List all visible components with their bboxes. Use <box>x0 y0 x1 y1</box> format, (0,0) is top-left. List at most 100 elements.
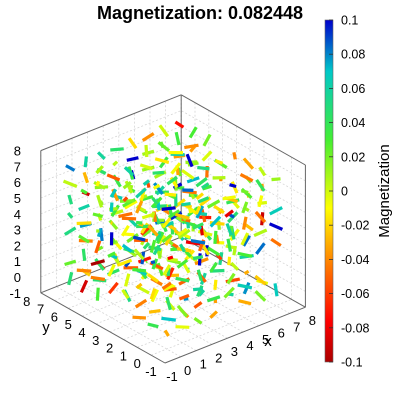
spin-arrow <box>81 248 87 261</box>
spin-arrow <box>197 253 202 266</box>
spin-arrow <box>213 230 218 245</box>
floor-grid-line <box>165 242 290 314</box>
spin-arrow <box>170 152 185 157</box>
spin-arrow <box>144 144 149 158</box>
spin-arrow <box>150 211 156 218</box>
colorbar-tick-label: 0.08 <box>341 48 365 62</box>
spin-arrow <box>258 166 267 177</box>
spin-arrow <box>175 325 190 329</box>
spin-arrow <box>178 243 186 253</box>
spin-arrow <box>237 283 253 290</box>
floor-grid-line <box>71 280 197 351</box>
spin-arrow <box>147 322 159 329</box>
spin-arrow <box>109 202 114 213</box>
spin-arrow <box>188 126 198 139</box>
spin-arrow <box>78 234 90 244</box>
spin-arrow <box>94 240 102 254</box>
spin-arrow <box>224 209 234 218</box>
spin-arrow <box>106 173 121 182</box>
back-wall-grid-line <box>40 157 182 215</box>
spin-arrow <box>78 203 90 211</box>
spin-arrow <box>108 219 119 231</box>
spin-arrow <box>209 215 222 228</box>
spin-arrow <box>83 156 88 168</box>
spin-arrow <box>126 156 139 162</box>
back-wall-grid-line <box>40 205 182 262</box>
spin-arrow <box>253 228 268 238</box>
spin-vectors <box>62 120 284 337</box>
spin-arrow <box>166 175 178 186</box>
spin-arrow <box>197 225 202 230</box>
spin-arrow <box>144 259 148 264</box>
floor-grid-line <box>87 273 212 345</box>
spin-arrow <box>254 290 267 302</box>
spin-arrow <box>96 194 104 208</box>
spin-arrow <box>201 150 213 162</box>
z-tick-label: 6 <box>14 175 21 190</box>
spin-arrow <box>269 206 283 216</box>
spin-arrow <box>209 261 218 273</box>
spin-arrow <box>197 165 210 171</box>
spin-arrow <box>255 178 266 192</box>
spin-arrow <box>195 205 205 219</box>
y-tick-label: 4 <box>78 325 85 340</box>
spin-arrow <box>90 259 106 267</box>
spin-arrow <box>153 182 164 195</box>
floor-grid-line <box>109 275 251 333</box>
floor-grid-line <box>103 267 228 339</box>
spin-arrow <box>96 151 106 160</box>
z-tick-label: 7 <box>14 159 21 174</box>
colorbar-tick-label: -0.06 <box>341 287 370 301</box>
colorbar-label: Magnetization <box>376 144 393 237</box>
spin-arrow <box>162 264 172 276</box>
spin-arrow <box>227 256 232 266</box>
spin-arrow <box>96 228 103 238</box>
spin-arrow <box>148 245 162 252</box>
x-tick-label: 6 <box>278 326 285 341</box>
spin-arrow <box>161 206 176 211</box>
spin-arrow <box>159 141 165 149</box>
spin-arrow <box>175 276 190 283</box>
spin-arrow <box>135 220 143 225</box>
x-tick-label: -1 <box>166 369 178 384</box>
spin-arrow <box>186 176 200 184</box>
spin-arrow <box>202 184 212 191</box>
spin-arrow <box>64 259 77 267</box>
spin-arrow <box>95 180 101 187</box>
spin-arrow <box>268 222 284 231</box>
z-tick-label: 0 <box>14 270 21 285</box>
spin-arrow <box>167 255 174 261</box>
colorbar-tick-label: 0.04 <box>341 116 365 130</box>
spin-arrow <box>121 243 133 253</box>
spin-arrow <box>174 212 190 220</box>
floor-grid-line <box>151 299 292 356</box>
side-wall-grid-line <box>181 110 306 182</box>
y-tick-label: 5 <box>65 317 72 332</box>
back-wall-grid-line <box>40 126 182 183</box>
spin-arrow <box>229 183 237 189</box>
spin-arrow <box>132 235 146 242</box>
spin-arrow <box>230 261 240 271</box>
floor-grid-line <box>137 291 278 348</box>
spin-arrow <box>176 304 189 318</box>
spin-arrow <box>139 163 153 171</box>
spin-arrow <box>67 271 74 286</box>
spin-arrow <box>254 210 267 224</box>
spin-arrow <box>95 287 100 301</box>
spin-arrow <box>166 267 175 281</box>
spin-arrow <box>123 166 135 177</box>
spin-arrow <box>155 231 165 245</box>
colorbar-tick-label: -0.02 <box>341 219 370 233</box>
z-tick-label: 5 <box>14 191 21 206</box>
floor-grid-line <box>95 267 237 325</box>
spin-arrow <box>134 298 148 309</box>
spin-arrow <box>94 257 105 271</box>
back-wall-grid-line <box>40 220 182 278</box>
spin-arrow <box>184 143 199 150</box>
spin-arrow <box>182 219 197 228</box>
spin-arrow <box>135 200 144 214</box>
spin-arrow <box>172 198 186 209</box>
spin-arrow <box>177 228 191 240</box>
spin-arrow <box>92 212 104 218</box>
